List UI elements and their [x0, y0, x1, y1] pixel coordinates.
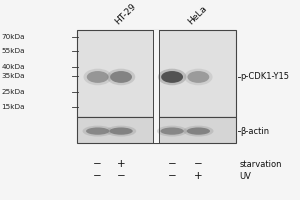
Ellipse shape	[183, 126, 214, 137]
Bar	[77, 30, 236, 117]
Text: −: −	[194, 159, 203, 169]
Text: −: −	[93, 171, 102, 181]
Text: HT-29: HT-29	[113, 1, 138, 26]
Ellipse shape	[184, 69, 213, 85]
Text: −: −	[168, 171, 176, 181]
Text: 25kDa: 25kDa	[2, 89, 25, 95]
Ellipse shape	[110, 71, 132, 83]
Text: starvation: starvation	[239, 160, 282, 169]
Ellipse shape	[161, 71, 183, 83]
Text: 15kDa: 15kDa	[2, 104, 25, 110]
Text: HeLa: HeLa	[186, 3, 209, 26]
Bar	[77, 117, 236, 143]
Text: 35kDa: 35kDa	[2, 73, 25, 79]
Ellipse shape	[187, 127, 210, 135]
Ellipse shape	[160, 127, 184, 135]
Ellipse shape	[158, 69, 186, 85]
Text: β-actin: β-actin	[241, 127, 270, 136]
Ellipse shape	[86, 127, 110, 135]
Ellipse shape	[107, 69, 135, 85]
Text: +: +	[194, 171, 203, 181]
Ellipse shape	[106, 126, 136, 137]
Ellipse shape	[188, 71, 209, 83]
Text: 40kDa: 40kDa	[2, 64, 25, 70]
Text: +: +	[117, 159, 125, 169]
Text: p-CDK1-Y15: p-CDK1-Y15	[241, 72, 290, 81]
Text: UV: UV	[239, 172, 251, 181]
Ellipse shape	[157, 126, 187, 137]
Ellipse shape	[83, 69, 112, 85]
Text: −: −	[168, 159, 176, 169]
Text: 55kDa: 55kDa	[2, 48, 25, 54]
Text: 70kDa: 70kDa	[2, 34, 25, 40]
Bar	[153, 30, 159, 117]
Ellipse shape	[110, 127, 133, 135]
Bar	[153, 117, 159, 143]
Ellipse shape	[82, 126, 113, 137]
Text: −: −	[93, 159, 102, 169]
Text: −: −	[117, 171, 125, 181]
Ellipse shape	[87, 71, 109, 83]
